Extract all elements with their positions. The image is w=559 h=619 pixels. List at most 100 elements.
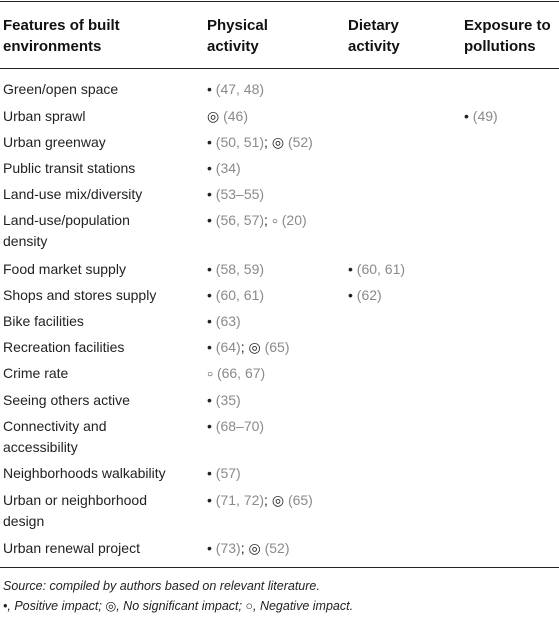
citation-ref: (63) xyxy=(215,313,241,329)
positive-impact-icon: • xyxy=(348,287,353,303)
positive-impact-icon: • xyxy=(207,160,212,176)
feature-label: Shops and stores supply xyxy=(3,287,157,303)
feature-label: Urban sprawl xyxy=(3,108,86,124)
physical-cell: • (53–55) xyxy=(207,184,264,205)
feature-label: Urban or neighborhood xyxy=(3,492,147,508)
physical-cell: • (35) xyxy=(207,390,241,411)
physical-cell: • (63) xyxy=(207,311,241,332)
physical-cell: • (57) xyxy=(207,463,241,484)
no-significant-impact-icon: ◎ xyxy=(248,540,261,556)
positive-impact-icon: • xyxy=(207,418,212,434)
positive-impact-icon: • xyxy=(207,465,212,481)
no-significant-impact-icon: ◎ xyxy=(271,134,285,150)
citation-ref: (57) xyxy=(215,465,241,481)
positive-impact-icon: • xyxy=(464,108,469,124)
bottom-rule xyxy=(0,567,559,568)
feature-label: density xyxy=(3,233,48,249)
positive-impact-icon: • xyxy=(348,261,353,277)
citation-ref: (35) xyxy=(215,392,241,408)
feature-label: accessibility xyxy=(3,439,78,455)
citation-ref: (60, 61) xyxy=(215,287,265,303)
positive-impact-icon: • xyxy=(207,313,212,329)
feature-label: Crime rate xyxy=(3,365,69,381)
physical-cell: ○ (66, 67) xyxy=(207,363,265,386)
entry-separator: ; xyxy=(264,212,272,228)
feature-label: Public transit stations xyxy=(3,160,136,176)
header-physical: Physical activity xyxy=(207,17,268,55)
entry-separator: ; xyxy=(264,134,272,150)
physical-cell: • (47, 48) xyxy=(207,79,264,100)
physical-cell: • (64); ◎ (65) xyxy=(207,337,290,358)
citation-ref: (52) xyxy=(264,540,290,556)
dietary-cell: • (62) xyxy=(348,285,382,306)
header-exposure: Exposure to pollutions xyxy=(464,17,551,55)
positive-impact-icon: • xyxy=(207,186,212,202)
citation-ref: (65) xyxy=(287,492,313,508)
top-rule xyxy=(0,1,559,2)
physical-cell: • (56, 57); ○ (20) xyxy=(207,210,307,233)
feature-label: Urban greenway xyxy=(3,134,106,150)
feature-label: Land-use mix/diversity xyxy=(3,186,143,202)
negative-impact-icon: ○ xyxy=(207,369,214,380)
citation-ref: (60, 61) xyxy=(356,261,406,277)
positive-impact-icon: • xyxy=(207,492,212,508)
positive-impact-icon: • xyxy=(207,261,212,277)
positive-impact-icon: • xyxy=(207,339,212,355)
citation-ref: (71, 72) xyxy=(215,492,265,508)
feature-label: Urban renewal project xyxy=(3,540,140,556)
citation-ref: (46) xyxy=(223,108,249,124)
citation-ref: (20) xyxy=(281,212,307,228)
citation-ref: (52) xyxy=(287,134,313,150)
header-rule xyxy=(0,68,559,69)
positive-impact-icon: • xyxy=(207,540,212,556)
citation-ref: (34) xyxy=(215,160,241,176)
entry-separator: ; xyxy=(240,540,249,556)
physical-cell: • (60, 61) xyxy=(207,285,264,306)
physical-cell: ◎ (46) xyxy=(207,106,248,127)
feature-label: Neighborhoods walkability xyxy=(3,465,166,481)
entry-separator: ; xyxy=(264,492,272,508)
citation-ref: (66, 67) xyxy=(216,365,266,381)
physical-cell: • (71, 72); ◎ (65) xyxy=(207,490,313,511)
feature-label: Land-use/population xyxy=(3,212,130,228)
positive-impact-icon: • xyxy=(207,287,212,303)
feature-label: Food market supply xyxy=(3,261,126,277)
physical-cell: • (68–70) xyxy=(207,416,264,437)
physical-cell: • (73); ◎ (52) xyxy=(207,538,290,559)
header-features: Features of built environments xyxy=(3,17,120,55)
feature-label: Seeing others active xyxy=(3,392,130,408)
citation-ref: (68–70) xyxy=(215,418,265,434)
citation-ref: (65) xyxy=(264,339,290,355)
header-dietary: Dietary activity xyxy=(348,17,400,55)
feature-label: Green/open space xyxy=(3,81,119,97)
positive-impact-icon: • xyxy=(207,212,212,228)
citation-ref: (64) xyxy=(215,339,241,355)
physical-cell: • (58, 59) xyxy=(207,259,264,280)
citation-ref: (47, 48) xyxy=(215,81,265,97)
positive-impact-icon: • xyxy=(207,81,212,97)
feature-label: Connectivity and xyxy=(3,418,107,434)
citation-ref: (49) xyxy=(472,108,498,124)
dietary-cell: • (60, 61) xyxy=(348,259,405,280)
no-significant-impact-icon: ◎ xyxy=(248,339,261,355)
physical-cell: • (34) xyxy=(207,158,241,179)
citation-ref: (73) xyxy=(215,540,241,556)
exposure-cell: • (49) xyxy=(464,106,498,127)
legend-note: •, Positive impact; ◎, No significant im… xyxy=(3,599,354,613)
feature-label: Bike facilities xyxy=(3,313,84,329)
positive-impact-icon: • xyxy=(207,134,212,150)
citation-ref: (56, 57) xyxy=(215,212,265,228)
entry-separator: ; xyxy=(240,339,249,355)
feature-label: design xyxy=(3,513,45,529)
citation-ref: (62) xyxy=(356,287,382,303)
citation-ref: (58, 59) xyxy=(215,261,265,277)
physical-cell: • (50, 51); ◎ (52) xyxy=(207,132,313,153)
no-significant-impact-icon: ◎ xyxy=(271,492,285,508)
positive-impact-icon: • xyxy=(207,392,212,408)
negative-impact-icon: ○ xyxy=(271,216,278,227)
citation-ref: (53–55) xyxy=(215,186,265,202)
feature-label: Recreation facilities xyxy=(3,339,125,355)
no-significant-impact-icon: ◎ xyxy=(207,108,220,124)
source-note: Source: compiled by authors based on rel… xyxy=(3,579,320,593)
citation-ref: (50, 51) xyxy=(215,134,265,150)
